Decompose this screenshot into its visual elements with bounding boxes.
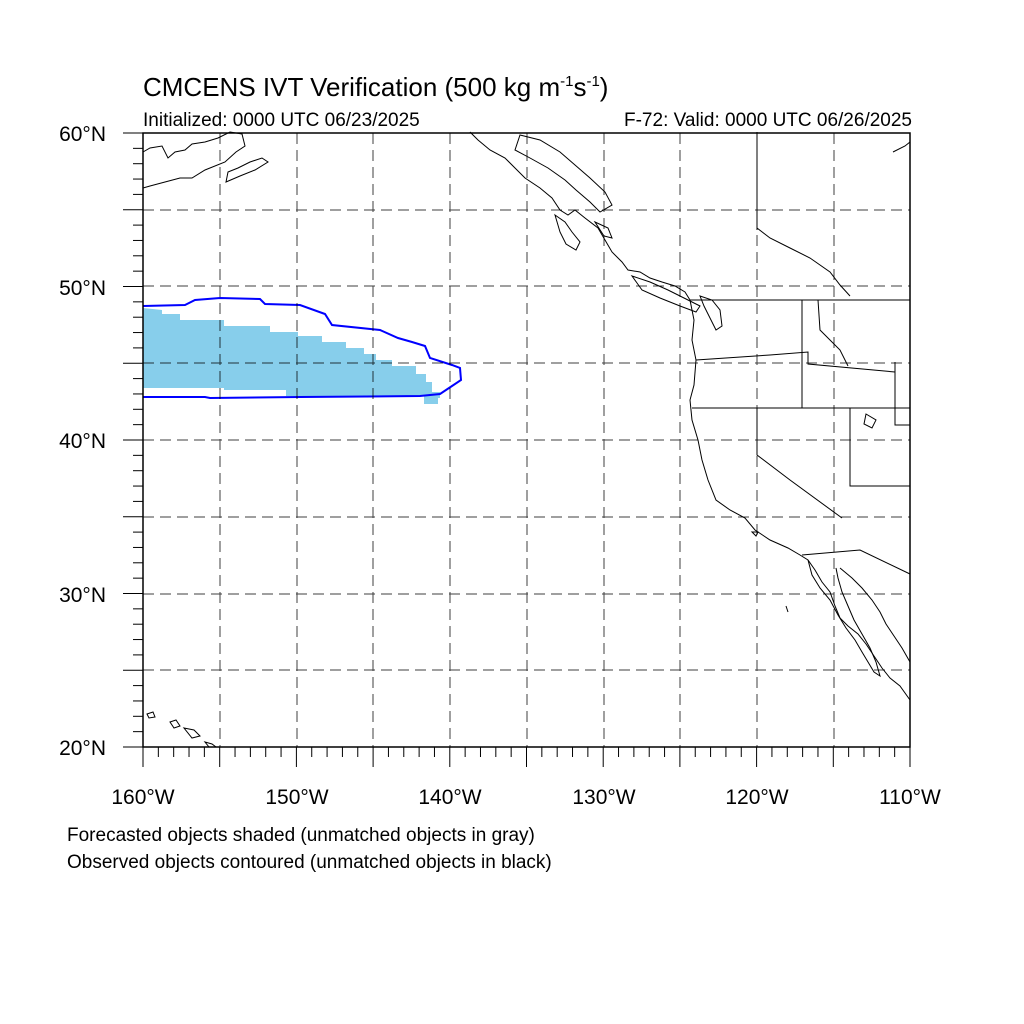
axis-ticks <box>123 132 911 767</box>
lon-label-110w: 110°W <box>879 786 941 809</box>
observed-note: Observed objects contoured (unmatched ob… <box>67 852 552 873</box>
coastlines <box>142 131 911 748</box>
lat-label-50n: 50°N <box>59 277 106 300</box>
lat-label-40n: 40°N <box>59 430 106 453</box>
lon-label-140w: 140°W <box>418 786 482 809</box>
forecast-note: Forecasted objects shaded (unmatched obj… <box>67 825 535 846</box>
initialized-time: Initialized: 0000 UTC 06/23/2025 <box>143 110 420 131</box>
lon-label-160w: 160°W <box>111 786 175 809</box>
lon-label-130w: 130°W <box>572 786 636 809</box>
valid-time: F-72: Valid: 0000 UTC 06/26/2025 <box>624 110 912 131</box>
forecast-object <box>143 308 440 404</box>
lon-label-120w: 120°W <box>725 786 789 809</box>
observed-object-contour <box>142 296 463 400</box>
lat-label-30n: 30°N <box>59 584 106 607</box>
chart-title: CMCENS IVT Verification (500 kg m-1s-1) <box>143 72 609 102</box>
political-borders <box>690 132 911 575</box>
lat-label-60n: 60°N <box>59 123 106 146</box>
lon-label-150w: 150°W <box>265 786 329 809</box>
lat-label-20n: 20°N <box>59 737 106 760</box>
graticule <box>143 133 910 747</box>
